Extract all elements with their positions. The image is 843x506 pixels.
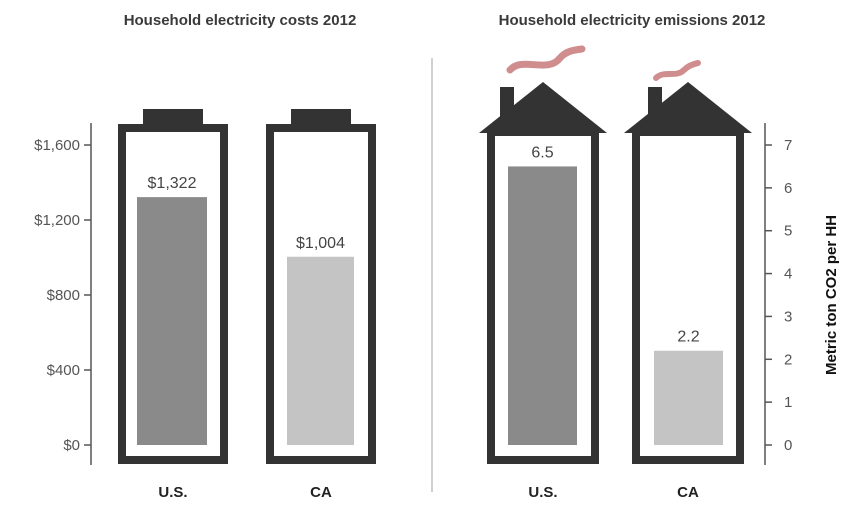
bar-costs-ca [287,256,354,445]
tick-label-costs: $400 [47,362,80,379]
tick-label-costs: $0 [63,437,80,454]
bar-layer: $1,322 $1,004 6.5 2.2 [137,144,723,445]
category-label-emissions-us: U.S. [528,484,557,501]
category-label-costs-us: U.S. [158,484,187,501]
data-label-emissions-us: 6.5 [531,144,553,161]
house-frame-ca [624,60,752,464]
tick-label-emissions: 3 [784,308,792,325]
tick-label-emissions: 4 [784,266,792,283]
tick-label-emissions: 1 [784,394,792,411]
smoke-icon [653,60,701,81]
bar-costs-us [137,197,207,445]
chart-title-costs: Household electricity costs 2012 [124,12,357,29]
category-label-costs-ca: CA [310,484,332,501]
roof-icon [479,82,607,133]
tick-label-costs: $800 [47,287,80,304]
tick-label-costs: $1,200 [34,212,80,229]
data-label-costs-us: $1,322 [148,175,197,192]
smoke-icon [506,45,586,74]
y-axis-costs: $0 $400 $800 $1,200 $1,600 [34,123,92,465]
tick-label-emissions: 5 [784,223,792,240]
category-label-emissions-ca: CA [677,484,699,501]
bar-emissions-ca [654,350,723,445]
roof-icon [624,82,752,133]
battery-frame-ca [266,109,376,464]
data-label-costs-ca: $1,004 [296,235,345,252]
tick-label-costs: $1,600 [34,137,80,154]
house-frame-us [479,45,607,464]
bar-emissions-us [508,166,577,445]
tick-label-emissions: 6 [784,180,792,197]
chart-title-emissions: Household electricity emissions 2012 [499,12,766,29]
tick-label-emissions: 0 [784,437,792,454]
data-label-emissions-ca: 2.2 [677,329,699,346]
y-axis-emissions: 0 1 2 3 4 5 6 7 [764,123,792,465]
tick-label-emissions: 2 [784,351,792,368]
battery-frame-us [118,109,228,464]
tick-label-emissions: 7 [784,137,792,154]
y-axis-title-emissions: Metric ton CO2 per HH [823,215,840,375]
